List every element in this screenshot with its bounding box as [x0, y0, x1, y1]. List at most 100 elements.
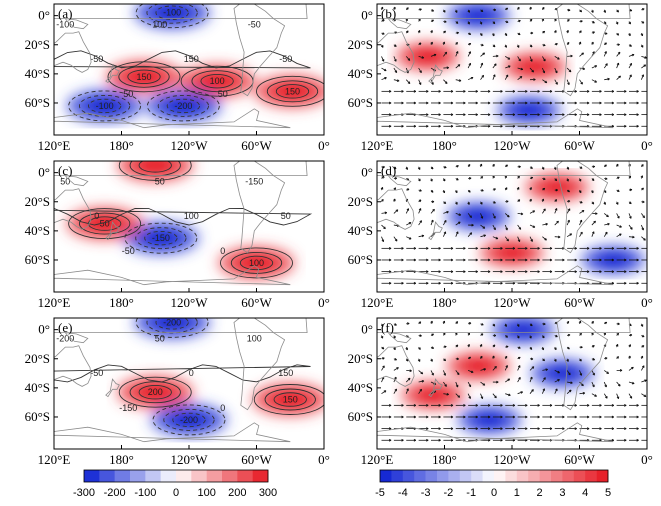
wind-vector-head	[487, 101, 491, 105]
wind-vector	[505, 393, 511, 396]
wind-vector	[542, 208, 546, 214]
negative-anomaly-core	[471, 411, 508, 429]
wind-vector-head	[450, 258, 454, 262]
wind-vector-head	[431, 373, 434, 376]
wind-vector-head	[592, 165, 596, 169]
contour-line	[239, 255, 274, 271]
wind-vector-head	[431, 200, 435, 204]
colorbar-bin	[222, 470, 238, 482]
wind-vector-head	[640, 45, 644, 48]
wind-vector-head	[630, 227, 633, 230]
wind-vector-head	[401, 246, 404, 250]
colorbar-tick-label: 1	[514, 487, 520, 499]
wind-vector-head	[438, 113, 441, 116]
wind-vector	[418, 67, 422, 73]
wind-vector-head	[450, 246, 454, 250]
wind-vector	[480, 62, 483, 69]
wind-vector	[604, 370, 609, 374]
wind-vector-head	[641, 187, 644, 191]
wind-vector-head	[431, 19, 434, 23]
wind-vector-head	[574, 270, 577, 273]
contour-line	[78, 212, 131, 235]
wind-vector-head	[450, 113, 454, 116]
wind-vector-head	[629, 44, 632, 47]
wind-vector	[480, 393, 483, 399]
contour-value: 100	[247, 333, 262, 343]
wind-vector-head	[494, 365, 497, 369]
x-tick-label: 180°	[109, 452, 134, 467]
wind-vector-head	[557, 379, 560, 382]
wind-vector-head	[481, 322, 484, 326]
wind-vector-head	[566, 320, 570, 324]
wind-vector	[566, 370, 571, 376]
wind-vector-head	[495, 236, 499, 240]
wind-vector	[467, 232, 473, 237]
wind-vector-head	[388, 281, 392, 285]
wind-vector-head	[518, 377, 521, 380]
wind-vector-head	[591, 190, 594, 194]
wind-vector	[455, 51, 459, 57]
wind-vector-head	[555, 82, 558, 85]
positive-anomaly-core	[539, 178, 575, 196]
wind-vector-head	[442, 10, 446, 13]
wind-vector-head	[401, 101, 404, 105]
wind-vector	[604, 213, 609, 218]
wind-vector-head	[562, 101, 565, 105]
wind-vector-head	[388, 403, 392, 407]
wind-vector-head	[430, 320, 433, 324]
wind-vector-head	[388, 89, 392, 93]
wind-vector	[591, 220, 596, 226]
wind-vector-head	[508, 393, 511, 397]
wind-vector-head	[592, 372, 595, 376]
x-tick-label: 60°W	[241, 138, 272, 153]
wind-vector-head	[562, 270, 565, 273]
wind-vector-head	[393, 6, 396, 10]
contour-value: 0	[220, 403, 225, 413]
wind-vector	[554, 220, 559, 226]
contour-line	[135, 318, 209, 338]
contour-value: -200	[174, 101, 192, 111]
contour-line	[146, 90, 220, 122]
x-tick-label: 120°W	[171, 295, 209, 310]
wind-vector-head	[567, 219, 570, 223]
wind-vector-head	[505, 345, 509, 349]
contour-value: 50	[155, 333, 165, 343]
contour-value: 200	[148, 387, 163, 397]
wind-vector	[455, 79, 462, 82]
wind-vector-head	[631, 53, 635, 57]
wind-vector-head	[543, 377, 546, 380]
wind-vector-head	[512, 438, 516, 442]
wind-vector	[579, 370, 582, 376]
wind-vector	[418, 388, 422, 394]
wind-vector	[492, 366, 497, 371]
wind-vector-head	[549, 258, 553, 262]
colorbar-bin	[437, 470, 449, 482]
wind-vector-head	[454, 10, 458, 13]
wind-vector	[430, 370, 434, 376]
wind-vector-head	[520, 67, 524, 71]
coastlines	[54, 318, 308, 449]
wind-vector-head	[394, 44, 397, 47]
wind-vector-head	[426, 246, 429, 250]
wind-vector-head	[438, 246, 441, 250]
x-tick-label: 60°W	[241, 452, 272, 467]
wind-vector-head	[616, 33, 620, 36]
wind-vector-head	[504, 45, 507, 48]
wind-vector	[418, 56, 424, 59]
wind-vectors	[380, 163, 647, 285]
colorbar-tick-label: 100	[197, 487, 215, 499]
wind-vector-head	[455, 21, 459, 24]
wind-vector-head	[383, 68, 387, 72]
panel-field	[377, 4, 651, 135]
land-outline	[54, 108, 291, 135]
wind-vector-head	[420, 371, 424, 375]
wind-vector-head	[579, 9, 583, 13]
wind-vector-head	[407, 377, 411, 381]
wind-vector-head	[458, 213, 462, 216]
wind-vector	[579, 52, 584, 57]
wind-vector	[641, 64, 646, 69]
wind-vector-head	[606, 371, 609, 374]
wind-vector-head	[649, 125, 651, 127]
wind-vector-head	[636, 438, 639, 442]
wind-vector-head	[421, 379, 425, 383]
